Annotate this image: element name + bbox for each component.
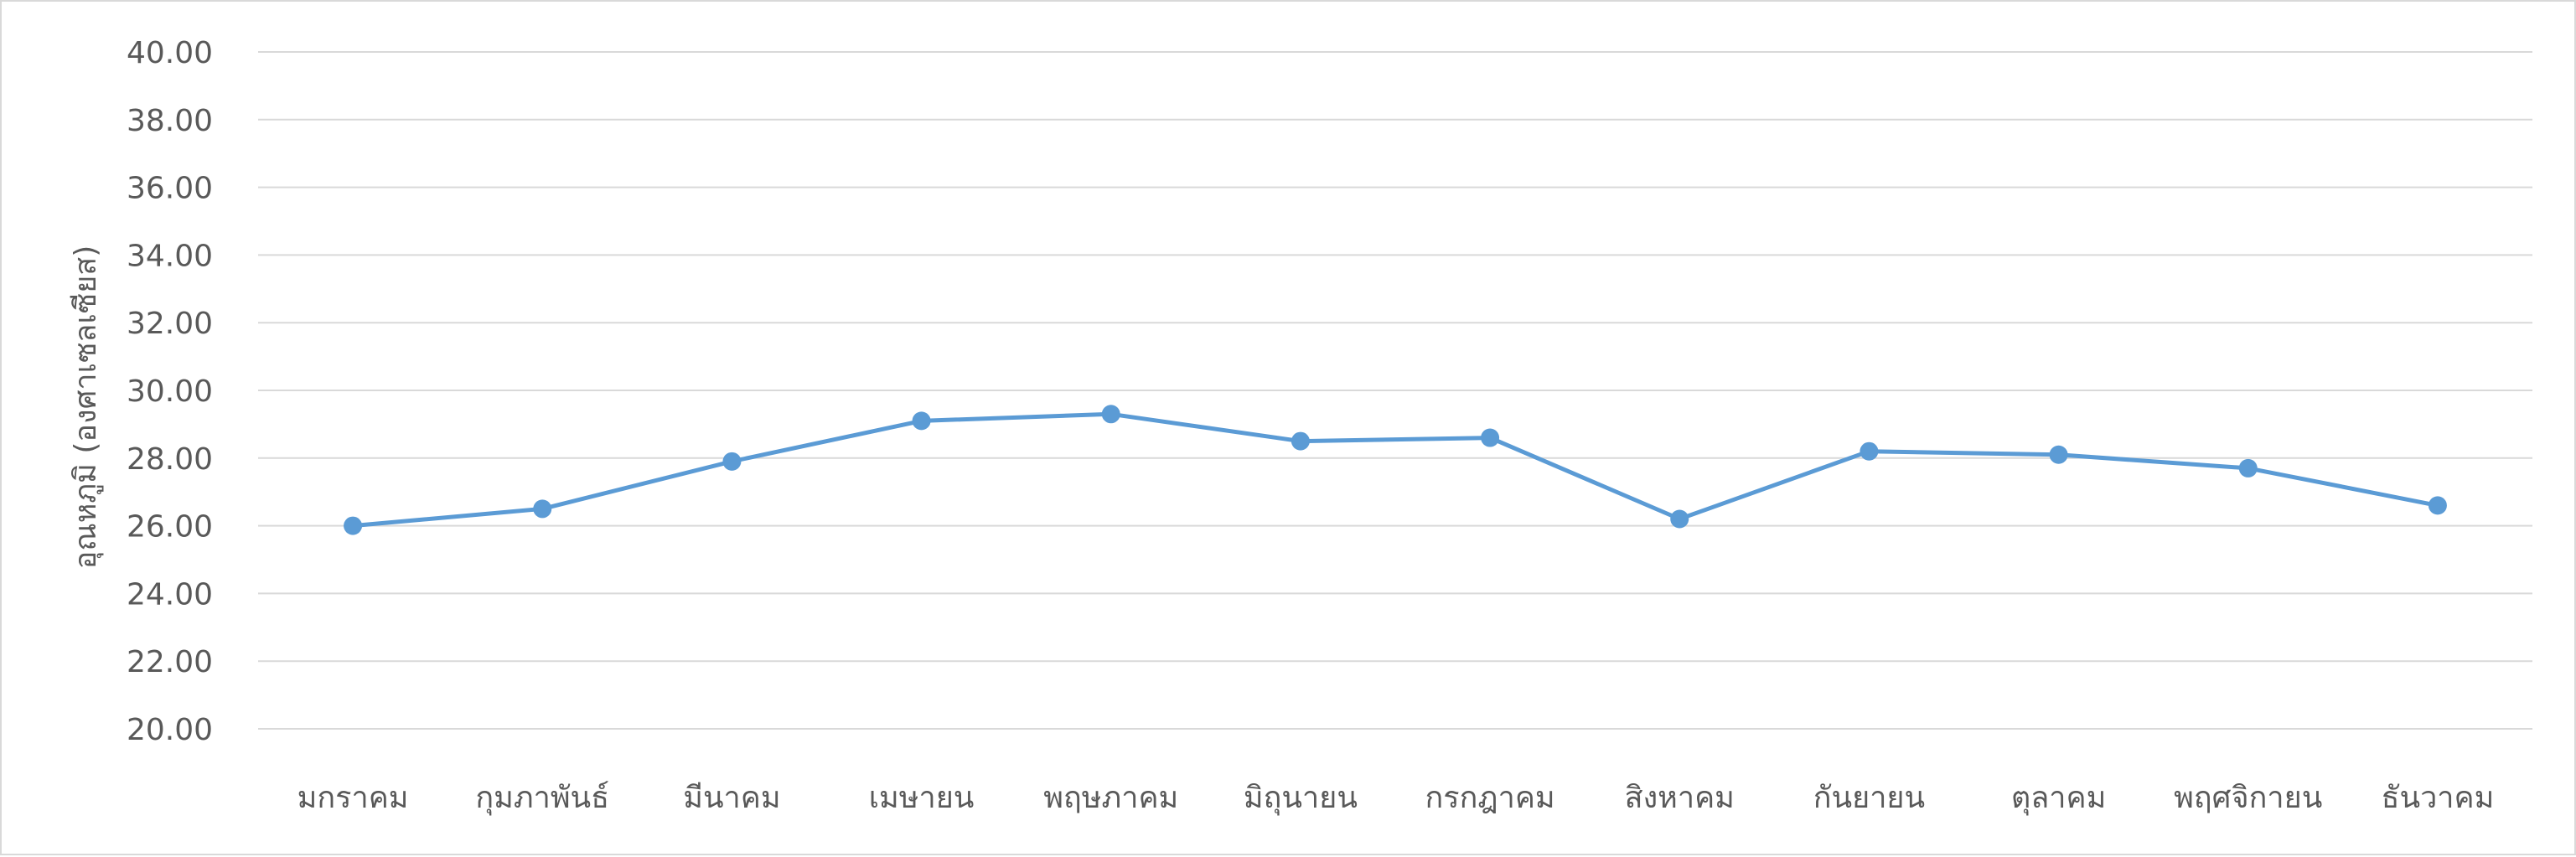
y-tick-label-6: 32.00 [127,307,213,341]
x-tick-label-1: กุมภาพันธ์ [475,781,609,816]
x-tick-label-4: พฤษภาคม [1043,781,1178,815]
x-axis-tick-labels: มกราคม กุมภาพันธ์ มีนาคม เมษายน พฤษภาคม มิถุน… [297,781,2495,816]
y-tick-label-3: 26.00 [127,510,213,545]
data-point-0-3 [912,411,931,431]
y-tick-label-0: 20.00 [127,713,213,747]
data-point-0-9 [2049,445,2068,464]
x-tick-label-8: กันยายน [1813,781,1925,815]
data-point-0-11 [2428,496,2447,515]
x-tick-label-11: ธันวาคม [2382,781,2495,815]
data-point-0-10 [2238,458,2258,478]
data-point-0-0 [344,516,363,535]
x-tick-label-10: พฤศจิกายน [2174,781,2322,815]
data-point-0-6 [1481,428,1500,447]
y-axis-tick-labels: 20.00 22.00 24.00 26.00 28.00 30.00 32.00 34.00… [127,36,213,747]
x-tick-label-7: สิงหาคม [1625,781,1735,815]
y-tick-label-1: 22.00 [127,645,213,679]
y-tick-label-8: 36.00 [127,172,213,206]
y-tick-label-10: 40.00 [127,36,213,70]
x-tick-label-0: มกราคม [297,781,409,815]
data-point-0-4 [1101,405,1120,424]
series-line-0 [350,411,2440,529]
data-point-0-7 [1670,509,1689,529]
data-point-0-8 [1860,441,1879,461]
data-point-0-2 [722,452,742,471]
x-tick-label-3: เมษายน [869,781,975,815]
x-tick-label-2: มีนาคม [683,781,780,815]
y-tick-label-9: 38.00 [127,104,213,138]
y-axis-title: อุณหภูมิ (องศาเซลเซียส) [69,245,104,570]
series-group [344,405,2447,535]
gridlines [258,51,2532,730]
data-point-0-1 [533,499,552,519]
y-tick-label-2: 24.00 [127,577,213,612]
y-tick-label-7: 34.00 [127,239,213,273]
x-tick-label-5: มิถุนายน [1244,781,1358,816]
y-tick-label-4: 28.00 [127,442,213,477]
x-tick-label-9: ตุลาคม [2011,781,2106,816]
x-tick-label-6: กรกฎาคม [1425,781,1555,815]
y-tick-label-5: 30.00 [127,374,213,409]
data-point-0-5 [1291,431,1310,451]
